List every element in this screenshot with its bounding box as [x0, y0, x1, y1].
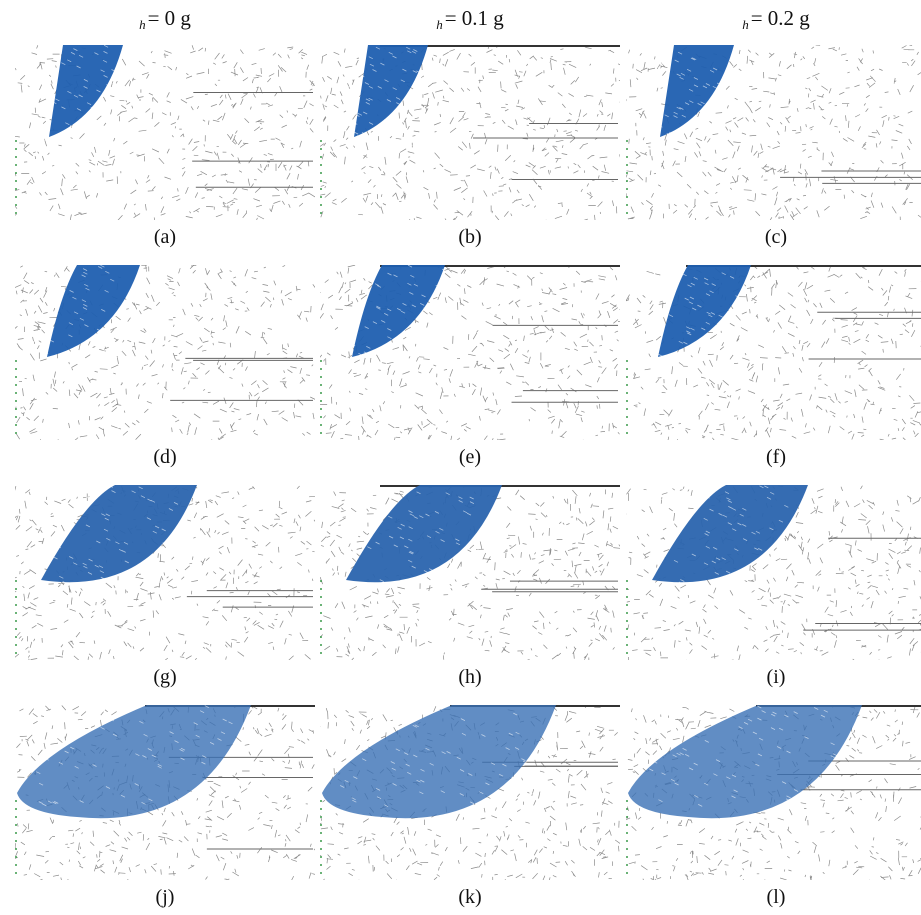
sliding-mass [17, 705, 251, 819]
panel [15, 705, 315, 880]
mass-texture [339, 265, 453, 367]
panel-label: (c) [764, 226, 788, 248]
particle-field [320, 265, 620, 440]
mass-texture [36, 705, 233, 807]
panel [320, 265, 620, 440]
panel [626, 45, 921, 220]
header-subscript: h [139, 17, 146, 32]
panel [626, 485, 921, 660]
sliding-mass [352, 265, 445, 357]
panel-label: (f) [766, 446, 786, 468]
simulation-image [320, 705, 620, 880]
panel [320, 485, 620, 660]
sliding-mass [322, 705, 556, 819]
panel-label: (b) [458, 226, 482, 248]
simulation-image [626, 705, 921, 880]
sliding-mass [49, 45, 123, 137]
simulation-image [15, 265, 315, 440]
mass-texture [345, 46, 424, 146]
panel-label: (a) [153, 226, 177, 248]
panel [15, 485, 315, 660]
panel [626, 265, 921, 440]
simulation-image [320, 265, 620, 440]
simulation-image [15, 485, 315, 660]
sliding-mass [47, 265, 140, 357]
header-text: = 0.2 g [750, 6, 810, 30]
mass-texture [646, 485, 789, 585]
panel-label: (j) [155, 886, 175, 908]
panel [626, 705, 921, 880]
panel-label: (i) [766, 666, 786, 688]
mass-texture [340, 487, 484, 588]
sliding-mass [652, 485, 808, 583]
particle-field [626, 45, 921, 220]
sliding-mass [658, 265, 751, 357]
simulation-image [15, 45, 315, 220]
panel-label: (g) [153, 666, 177, 688]
simulation-image [320, 485, 620, 660]
simulation-image [626, 265, 921, 440]
sliding-mass [346, 485, 502, 583]
panel-label: (e) [458, 446, 482, 468]
sliding-mass [354, 45, 428, 137]
mass-texture [647, 265, 759, 367]
panel [15, 265, 315, 440]
particle-field [626, 265, 921, 440]
header-subscript: h [742, 17, 749, 32]
simulation-image [626, 45, 921, 220]
panel-label: (h) [458, 666, 482, 688]
sliding-mass [41, 485, 197, 583]
header-subscript: h [436, 17, 443, 32]
panel-label: (k) [458, 886, 482, 908]
mass-texture [649, 705, 849, 807]
particle-field [15, 45, 315, 220]
mass-texture [35, 485, 179, 587]
panel [15, 45, 315, 220]
panel [320, 45, 620, 220]
mass-texture [34, 45, 119, 146]
mass-texture [37, 265, 149, 367]
header-text: = 0 g [147, 6, 191, 30]
header-text: = 0.1 g [444, 6, 504, 30]
mass-texture [340, 705, 541, 808]
simulation-image [626, 485, 921, 660]
sliding-mass [660, 45, 734, 137]
panel [320, 705, 620, 880]
column-header: h= 0.2 g [626, 6, 921, 33]
panel-label: (d) [153, 446, 177, 468]
mass-texture [650, 51, 730, 147]
panel-label: (l) [766, 886, 786, 908]
sliding-mass [628, 705, 862, 819]
column-header: h= 0 g [15, 6, 315, 33]
column-header: h= 0.1 g [320, 6, 620, 33]
simulation-image [320, 45, 620, 220]
simulation-image [15, 705, 315, 880]
